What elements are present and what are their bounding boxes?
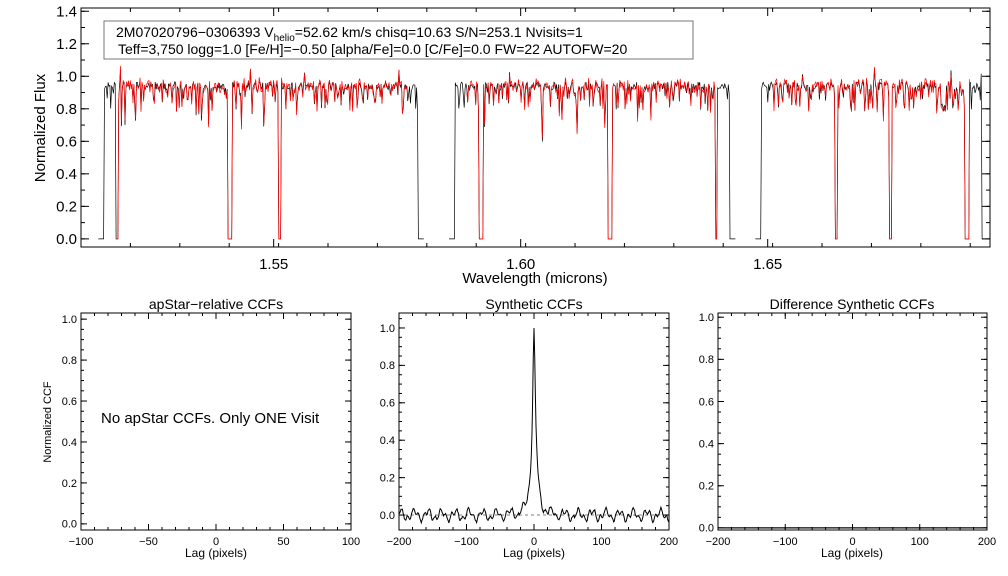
xtick-label: 50 <box>277 536 289 548</box>
spectrum-ticks <box>80 8 990 247</box>
model-spectrum-line <box>116 65 408 240</box>
xtick-label: 0 <box>531 536 537 548</box>
ytick-label: 0.8 <box>380 360 395 372</box>
observed-spectrum-line <box>449 72 736 240</box>
ytick-label: 0.4 <box>380 435 395 447</box>
xtick-label: −50 <box>139 536 158 548</box>
xtick-label: 1.65 <box>753 256 782 273</box>
spectrum-chip-red <box>755 66 988 240</box>
ytick-label: 0.2 <box>380 472 395 484</box>
xtick-label: 1.60 <box>506 256 535 273</box>
info-line-2: Teff=3,750 logg=1.0 [Fe/H]=−0.50 [alpha/… <box>118 41 627 57</box>
difference-ccf-ticks <box>717 313 988 530</box>
no-visits-annotation: No apStar CCFs. Only ONE Visit <box>101 410 320 427</box>
synthetic-ccf-ticks <box>398 313 670 530</box>
spectrum-frame <box>80 7 991 248</box>
ytick-label: 0.8 <box>62 355 77 367</box>
xtick-label: −100 <box>454 536 479 548</box>
apstar-ccf-title: apStar−relative CCFs <box>149 296 283 312</box>
ytick-label: 0.0 <box>56 231 77 248</box>
apstar-ccf-ylabel: Normalized CCF <box>42 381 54 463</box>
ytick-label: 0.0 <box>62 519 77 531</box>
ytick-label: 0.4 <box>699 438 714 450</box>
xtick-label: −100 <box>773 536 798 548</box>
ytick-label: 1.0 <box>62 314 77 326</box>
difference-ccf-xlabel: Lag (pixels) <box>821 546 883 560</box>
xtick-label: 0 <box>213 536 219 548</box>
info-box <box>103 20 694 60</box>
spectrum-chip-green <box>449 72 736 240</box>
synthetic-ccf-panel: 0.0 0.2 0.4 0.6 0.8 1.0 −200 −100 0 100 200 Synth… <box>380 296 678 560</box>
ytick-label: 0.8 <box>699 354 714 366</box>
xtick-label: 1.55 <box>259 256 288 273</box>
ytick-label: 1.4 <box>56 4 77 21</box>
ytick-label: 1.0 <box>699 312 714 324</box>
ytick-label: 0.0 <box>699 523 714 535</box>
synthetic-ccf-xlabel: Lag (pixels) <box>503 546 565 560</box>
difference-ccf-title: Difference Synthetic CCFs <box>770 296 935 312</box>
ytick-label: 0.6 <box>380 398 395 410</box>
ytick-label: 0.2 <box>62 478 77 490</box>
spectrum-ytick-labels: 0.0 0.2 0.4 0.6 0.8 1.0 1.2 1.4 <box>56 4 77 249</box>
apstar-ccf-ticks <box>80 313 352 530</box>
difference-ccf-xtick-labels: −200 −100 0 100 200 <box>706 536 997 548</box>
synthetic-ccf-ytick-labels: 0.0 0.2 0.4 0.6 0.8 1.0 <box>380 323 395 522</box>
ytick-label: 0.4 <box>62 437 77 449</box>
ytick-label: 0.6 <box>62 396 77 408</box>
ytick-label: 0.8 <box>56 101 77 118</box>
difference-ccf-panel: 0.0 0.2 0.4 0.6 0.8 1.0 −200 −100 0 100 200 Diffe… <box>699 296 996 560</box>
spectrum-xlabel: Wavelength (microns) <box>462 270 607 287</box>
xtick-label: 200 <box>978 536 996 548</box>
xtick-label: 100 <box>592 536 610 548</box>
apstar-ccf-ytick-labels: 0.0 0.2 0.4 0.6 0.8 1.0 <box>62 314 77 531</box>
spectrum-ylabel: Normalized Flux <box>32 73 49 182</box>
xtick-label: 100 <box>342 536 360 548</box>
ytick-label: 0.6 <box>699 396 714 408</box>
xtick-label: 200 <box>660 536 678 548</box>
info-stats: =52.62 km/s chisq=10.63 S/N=253.1 Nvisit… <box>295 24 583 40</box>
xtick-label: −100 <box>69 536 94 548</box>
xtick-label: −200 <box>706 536 731 548</box>
synthetic-ccf-line <box>398 327 670 525</box>
apstar-ccf-xlabel: Lag (pixels) <box>185 546 247 560</box>
spectrum-chip-blue <box>98 65 424 240</box>
apstar-ccf-panel: 0.0 0.2 0.4 0.6 0.8 1.0 −100 −50 0 50 100 apStar−… <box>42 296 360 560</box>
synthetic-ccf-plot <box>398 327 670 525</box>
observed-spectrum-line <box>98 69 424 240</box>
model-spectrum-line <box>772 66 970 240</box>
info-star-vhelio-label: 2M07020796−0306393 V <box>116 24 274 40</box>
synthetic-ccf-title: Synthetic CCFs <box>485 296 582 312</box>
xtick-label: −200 <box>387 536 412 548</box>
ytick-label: 1.2 <box>56 36 77 53</box>
xtick-label: 100 <box>911 536 929 548</box>
synthetic-ccf-xtick-labels: −200 −100 0 100 200 <box>387 536 679 548</box>
info-line-1: 2M07020796−0306393 Vhelio=52.62 km/s chi… <box>116 24 583 44</box>
apstar-ccf-xtick-labels: −100 −50 0 50 100 <box>69 536 361 548</box>
ytick-label: 0.4 <box>56 166 77 183</box>
spectrum-xtick-labels: 1.55 1.60 1.65 <box>259 256 782 273</box>
difference-ccf-ytick-labels: 0.0 0.2 0.4 0.6 0.8 1.0 <box>699 312 714 535</box>
ytick-label: 0.2 <box>56 199 77 216</box>
ytick-label: 1.0 <box>380 323 395 335</box>
xtick-label: 0 <box>849 536 855 548</box>
spectrum-panel: 0.0 0.2 0.4 0.6 0.8 1.0 1.2 1.4 1.55 1.60 1.65 2M… <box>32 4 991 287</box>
ytick-label: 0.2 <box>699 481 714 493</box>
model-spectrum-line <box>466 74 718 240</box>
ytick-label: 0.0 <box>380 510 395 522</box>
ytick-label: 0.6 <box>56 134 77 151</box>
difference-ccf-frame <box>717 312 988 531</box>
ytick-label: 1.0 <box>56 69 77 86</box>
info-vhelio-subscript: helio <box>274 33 296 44</box>
